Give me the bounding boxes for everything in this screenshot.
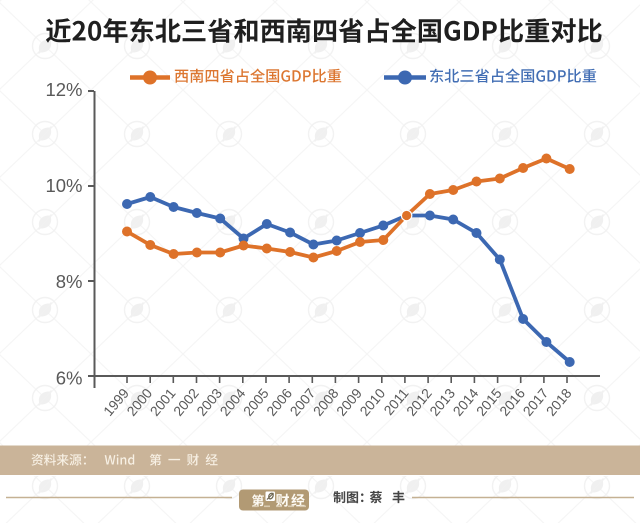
svg-text:12%: 12% xyxy=(45,79,82,100)
svg-text:6%: 6% xyxy=(56,368,83,389)
svg-text:10%: 10% xyxy=(45,175,82,196)
svg-text:8%: 8% xyxy=(56,271,83,292)
